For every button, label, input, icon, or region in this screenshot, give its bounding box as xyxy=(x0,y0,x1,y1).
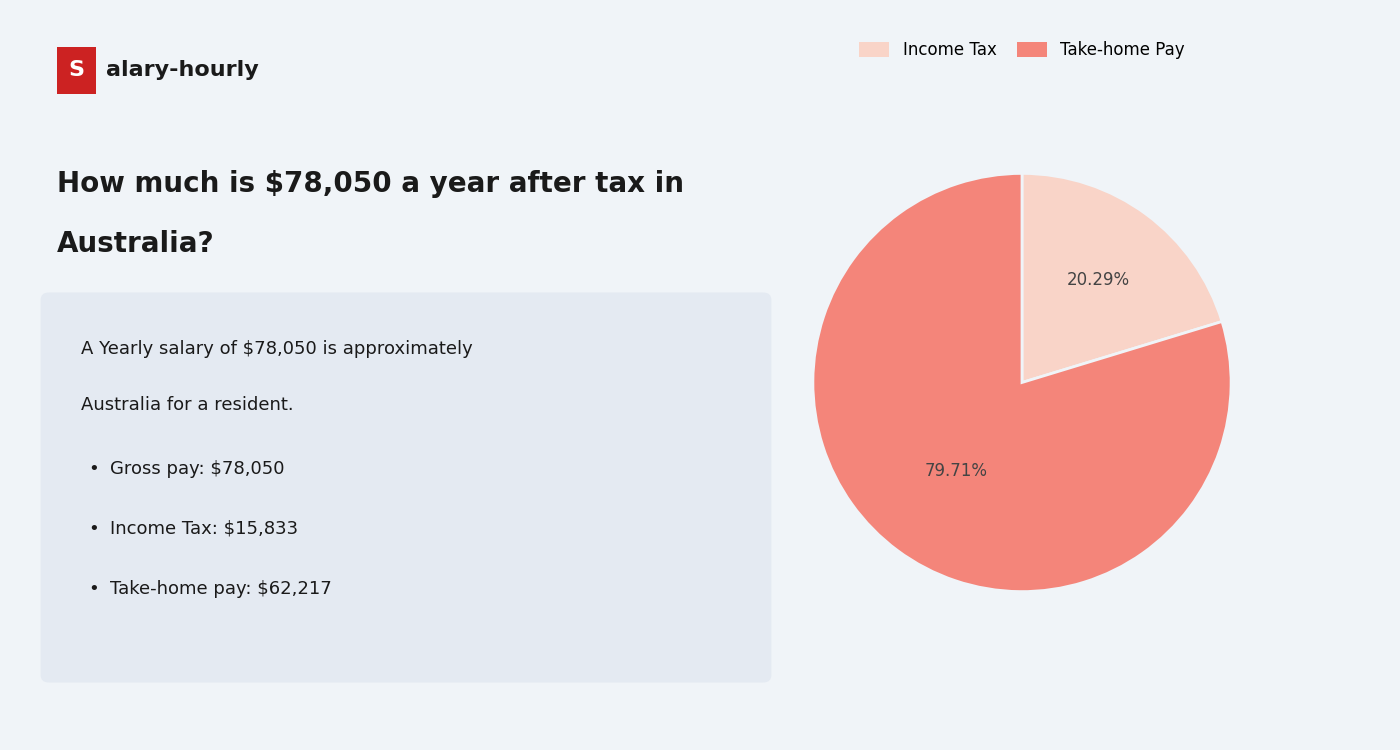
FancyBboxPatch shape xyxy=(41,292,771,682)
Text: Australia for a resident.: Australia for a resident. xyxy=(81,396,294,414)
Text: •: • xyxy=(88,460,99,478)
Text: $62,217 after tax: $62,217 after tax xyxy=(850,340,1026,358)
Wedge shape xyxy=(813,173,1231,592)
Text: S: S xyxy=(69,61,84,80)
Text: Income Tax: $15,833: Income Tax: $15,833 xyxy=(109,520,298,538)
Text: in: in xyxy=(1147,340,1169,358)
Text: How much is $78,050 a year after tax in: How much is $78,050 a year after tax in xyxy=(57,170,683,198)
Legend: Income Tax, Take-home Pay: Income Tax, Take-home Pay xyxy=(853,34,1191,65)
FancyBboxPatch shape xyxy=(57,47,95,94)
Text: A Yearly salary of $78,050 is approximately: A Yearly salary of $78,050 is approximat… xyxy=(81,340,479,358)
Wedge shape xyxy=(1022,173,1222,382)
Text: 20.29%: 20.29% xyxy=(1067,271,1130,289)
Text: •: • xyxy=(88,580,99,598)
Text: alary-hourly: alary-hourly xyxy=(105,61,259,80)
Text: Gross pay: $78,050: Gross pay: $78,050 xyxy=(109,460,284,478)
Text: Take-home pay: $62,217: Take-home pay: $62,217 xyxy=(109,580,332,598)
Text: •: • xyxy=(88,520,99,538)
Text: Australia?: Australia? xyxy=(57,230,214,258)
Text: 79.71%: 79.71% xyxy=(924,463,987,481)
